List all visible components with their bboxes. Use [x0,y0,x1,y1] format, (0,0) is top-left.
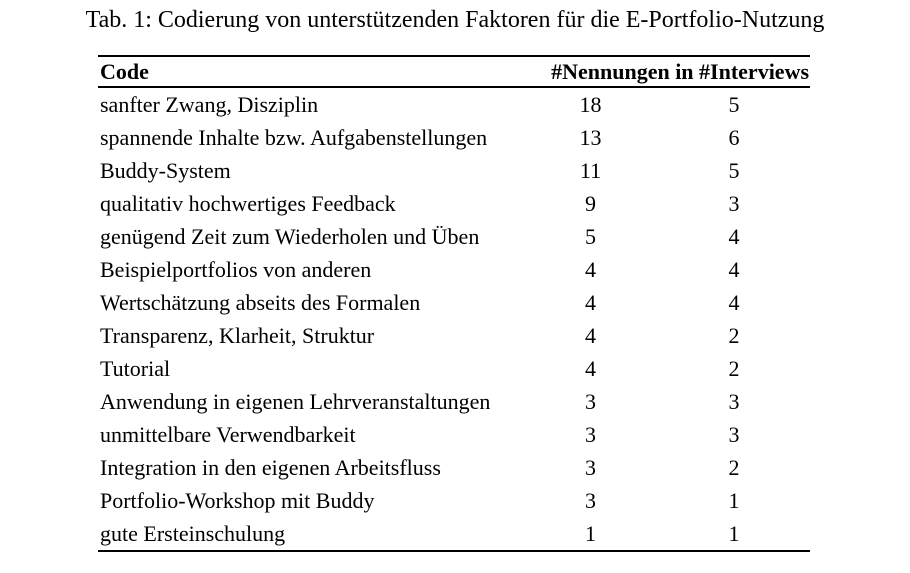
table-row: gute Ersteinschulung 1 1 [98,517,810,551]
table-row: unmittelbare Verwendbarkeit 3 3 [98,418,810,451]
table-row: Buddy-System 11 5 [98,154,810,187]
cell-interviews: 1 [728,487,740,513]
cell-code: unmittelbare Verwendbarkeit [100,421,356,447]
cell-code: Integration in den eigenen Arbeitsfluss [100,454,441,480]
table-row: Transparenz, Klarheit, Struktur 4 2 [98,319,810,352]
table-row: Tutorial 4 2 [98,352,810,385]
cell-interviews: 1 [728,520,740,546]
cell-code: qualitativ hochwertiges Feedback [100,190,396,216]
column-header-code: Code [98,56,523,88]
table-row: Integration in den eigenen Arbeitsfluss … [98,451,810,484]
cell-interviews: 4 [728,289,740,315]
cell-nennungen: 5 [585,223,596,249]
cell-interviews: 4 [728,223,740,249]
cell-nennungen: 13 [579,124,602,150]
cell-interviews: 3 [728,388,740,414]
cell-nennungen: 3 [585,421,596,447]
cell-nennungen: 3 [585,454,596,480]
table-row: Portfolio-Workshop mit Buddy 3 1 [98,484,810,517]
cell-code: genügend Zeit zum Wiederholen und Üben [100,223,480,249]
table-row: Beispielportfolios von anderen 4 4 [98,253,810,286]
cell-code: Anwendung in eigenen Lehrveranstaltungen [100,388,491,414]
table-row: sanfter Zwang, Disziplin 18 5 [98,87,810,121]
cell-code: Portfolio-Workshop mit Buddy [100,487,375,513]
cell-interviews: 5 [728,91,740,117]
cell-nennungen: 3 [585,487,596,513]
cell-interviews: 2 [728,454,740,480]
cell-interviews: 4 [728,256,740,282]
cell-code: Tutorial [100,355,171,381]
cell-interviews: 3 [728,421,740,447]
cell-code: spannende Inhalte bzw. Aufgabenstellunge… [100,124,488,150]
cell-nennungen: 4 [585,256,596,282]
table-row: Anwendung in eigenen Lehrveranstaltungen… [98,385,810,418]
table-row: Wertschätzung abseits des Formalen 4 4 [98,286,810,319]
cell-interviews: 5 [728,157,740,183]
cell-nennungen: 4 [585,289,596,315]
cell-nennungen: 1 [585,520,596,546]
cell-nennungen: 9 [585,190,596,216]
cell-interviews: 2 [728,355,740,381]
cell-code: Wertschätzung abseits des Formalen [100,289,421,315]
cell-code: Transparenz, Klarheit, Struktur [100,322,375,348]
table-header-row: Code #Nennungen in #Interviews [98,56,811,88]
cell-code: Beispielportfolios von anderen [100,256,372,282]
table-row: spannende Inhalte bzw. Aufgabenstellunge… [98,121,810,154]
cell-nennungen: 4 [585,355,596,381]
cell-nennungen: 11 [579,157,602,183]
cell-nennungen: 3 [585,388,596,414]
cell-code: sanfter Zwang, Disziplin [100,91,319,117]
cell-interviews: 6 [728,124,740,150]
cell-code: Buddy-System [100,157,231,183]
cell-interviews: 2 [728,322,740,348]
coding-table: Code #Nennungen in #Interviews sanfter Z… [98,55,811,552]
table-caption: Tab. 1: Codierung von unterstützenden Fa… [85,7,825,33]
table-row: genügend Zeit zum Wiederholen und Üben 5… [98,220,810,253]
cell-nennungen: 18 [579,91,602,117]
column-header-counts: #Nennungen in #Interviews [523,56,811,88]
cell-interviews: 3 [728,190,740,216]
cell-nennungen: 4 [585,322,596,348]
cell-code: gute Ersteinschulung [100,520,286,546]
table-row: qualitativ hochwertiges Feedback 9 3 [98,187,810,220]
